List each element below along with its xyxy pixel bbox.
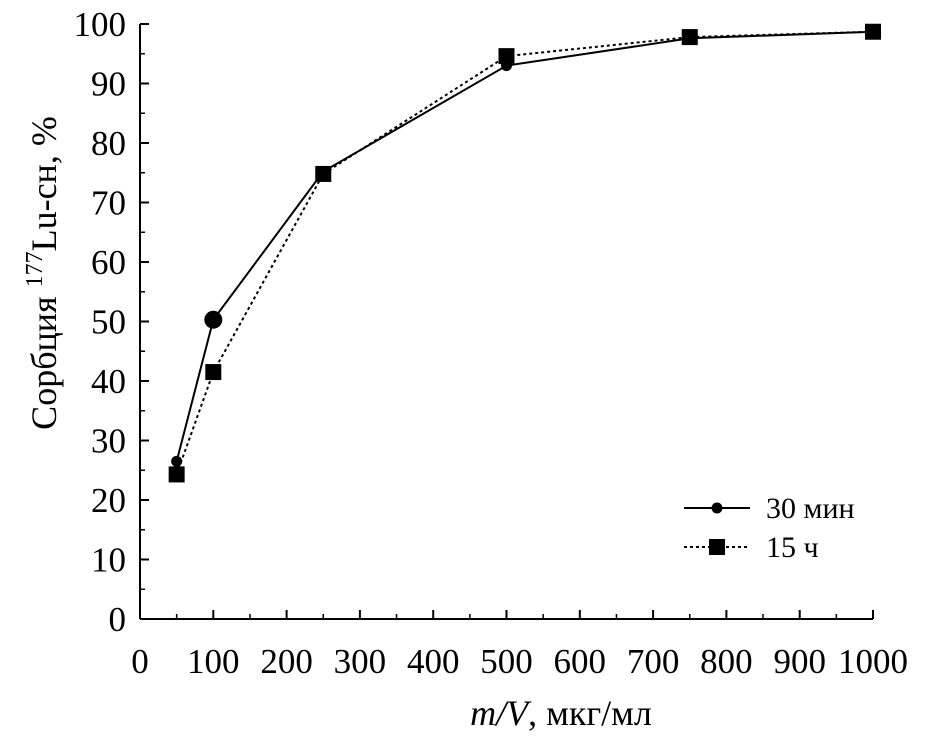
series-1-point-5 bbox=[865, 23, 881, 40]
series-line-1 bbox=[175, 30, 874, 475]
x-axis-title: m/V, мкг/мл bbox=[470, 693, 652, 733]
x-tick-label-600: 600 bbox=[554, 642, 607, 681]
x-tick-label-1000: 1000 bbox=[838, 642, 908, 681]
y-tick-label-30: 30 bbox=[91, 422, 126, 461]
series-0-point-1 bbox=[204, 310, 223, 329]
axes-layer: 0 100 200 300 400 500 600 700 800 900 1000 0 10 20 30 4… bbox=[74, 5, 909, 681]
x-tick-label-800: 800 bbox=[700, 642, 753, 681]
legend-label-30min: 30 мин bbox=[766, 492, 855, 525]
legend-label-15h: 15 ч bbox=[766, 531, 819, 564]
y-tick-label-100: 100 bbox=[74, 5, 127, 44]
x-tick-label-200: 200 bbox=[260, 642, 313, 681]
y-axis-title-prefix: Сорбция bbox=[24, 287, 64, 429]
series-layer bbox=[168, 23, 881, 483]
y-tick-label-40: 40 bbox=[91, 362, 126, 401]
x-tick-label-0: 0 bbox=[131, 642, 149, 681]
series-0-point-0 bbox=[171, 455, 183, 467]
series-1-point-2 bbox=[315, 165, 332, 182]
y-tick-label-70: 70 bbox=[91, 184, 126, 223]
series-1-point-4 bbox=[681, 29, 698, 46]
series-1-point-0 bbox=[168, 466, 185, 483]
x-tick-label-100: 100 bbox=[187, 642, 240, 681]
legend-marker-30min bbox=[711, 502, 723, 514]
y-tick-label-0: 0 bbox=[109, 600, 127, 639]
y-axis-title-suffix: Lu-сн, % bbox=[24, 116, 64, 251]
series-1-point-3 bbox=[498, 48, 515, 65]
series-1-point-1 bbox=[205, 364, 222, 381]
x-tick-label-700: 700 bbox=[627, 642, 680, 681]
x-tick-label-500: 500 bbox=[480, 642, 533, 681]
y-tick-label-50: 50 bbox=[91, 303, 126, 342]
x-tick-label-300: 300 bbox=[334, 642, 387, 681]
x-tick-label-400: 400 bbox=[407, 642, 460, 681]
y-tick-label-60: 60 bbox=[91, 243, 126, 282]
x-tick-label-900: 900 bbox=[773, 642, 826, 681]
y-axis-title-sup: 177 bbox=[22, 251, 48, 287]
y-axis-title: Сорбция 177Lu-сн, % bbox=[22, 116, 64, 430]
y-tick-label-20: 20 bbox=[91, 481, 126, 520]
y-tick-label-80: 80 bbox=[91, 124, 126, 163]
x-axis-title-rest: , мкг/мл bbox=[528, 693, 652, 733]
x-axis-title-italic: m/V bbox=[470, 693, 532, 733]
legend: 30 мин 15 ч bbox=[684, 492, 855, 564]
legend-marker-15h bbox=[709, 539, 725, 555]
y-tick-label-10: 10 bbox=[91, 541, 126, 580]
series-line-0 bbox=[175, 30, 874, 462]
y-tick-label-90: 90 bbox=[91, 65, 126, 104]
